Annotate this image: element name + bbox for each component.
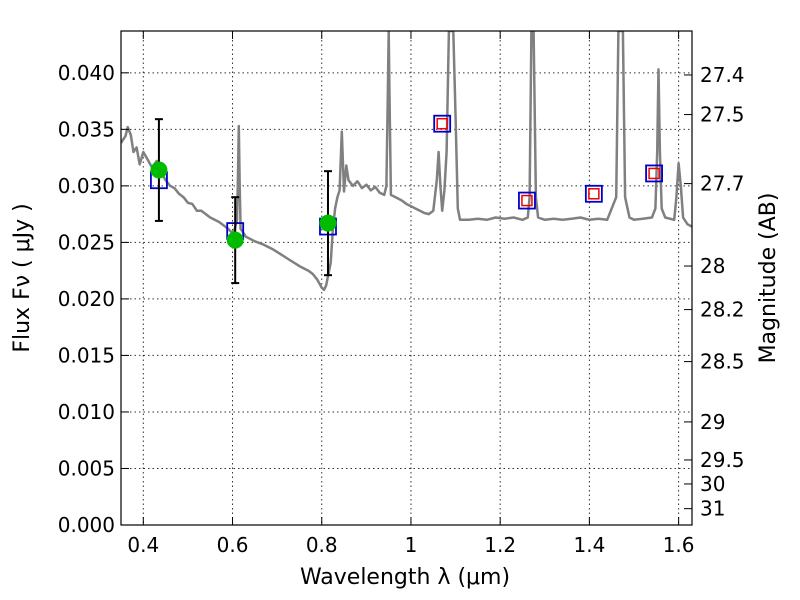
mag-tick-label: 28 bbox=[700, 254, 725, 278]
x-tick-label: 1.2 bbox=[484, 533, 516, 557]
model-photometry-inner bbox=[648, 167, 660, 180]
x-axis-label: Wavelength λ (μm) bbox=[300, 565, 510, 590]
y-tick-label: 0.020 bbox=[58, 287, 115, 311]
spectrum-line bbox=[121, 31, 692, 292]
y-tick-label: 0.025 bbox=[58, 230, 115, 254]
photometry-markers bbox=[150, 114, 663, 285]
observed-point bbox=[319, 214, 337, 232]
x-tick-label: 1 bbox=[405, 533, 418, 557]
model-photometry-box bbox=[518, 191, 536, 210]
model-photometry-inner bbox=[588, 188, 600, 200]
x-tick-label: 1.6 bbox=[663, 533, 695, 557]
y-tick-label: 0.030 bbox=[58, 174, 115, 198]
mag-tick-label: 28.5 bbox=[700, 350, 745, 374]
model-photometry-box bbox=[645, 164, 663, 183]
model-spectrum bbox=[121, 31, 692, 292]
y-axis-label: Flux Fν ( μJy ) bbox=[10, 203, 35, 352]
model-photometry-box bbox=[584, 184, 603, 203]
plot-frame bbox=[120, 30, 693, 526]
y-tick-label: 0.010 bbox=[58, 400, 115, 424]
y-tick-label: 0.035 bbox=[58, 117, 115, 141]
x-tick-label: 0.8 bbox=[306, 533, 338, 557]
mag-tick-label: 27.7 bbox=[700, 172, 745, 196]
axis-ticks: 0.4 0.6 0.8 1 1.2 1.4 1.6 0.000 0.005 0.010 0.015 0… bbox=[58, 31, 745, 557]
mag-tick-label: 30 bbox=[700, 472, 725, 496]
y-tick-label: 0.015 bbox=[58, 343, 115, 367]
y-tick-label: 0.005 bbox=[58, 456, 115, 480]
observed-point bbox=[150, 161, 168, 179]
model-photometry-inner bbox=[521, 194, 533, 207]
x-tick-label: 0.6 bbox=[217, 533, 249, 557]
mag-tick-label: 31 bbox=[700, 497, 725, 521]
mag-tick-label: 28.2 bbox=[700, 298, 745, 322]
mag-tick-label: 29 bbox=[700, 410, 725, 434]
mag-tick-label: 27.5 bbox=[700, 103, 745, 127]
observed-point bbox=[226, 231, 244, 249]
model-photometry-inner bbox=[436, 117, 448, 130]
model-photometry-box bbox=[433, 114, 452, 133]
y-tick-label: 0.000 bbox=[58, 513, 115, 537]
grid-lines bbox=[121, 31, 692, 525]
mag-tick-label: 27.4 bbox=[700, 63, 745, 87]
x-tick-label: 1.4 bbox=[573, 533, 605, 557]
y-tick-label: 0.040 bbox=[58, 61, 115, 85]
magnitude-axis-label: Magnitude (AB) bbox=[756, 193, 781, 364]
x-tick-label: 0.4 bbox=[127, 533, 159, 557]
mag-tick-label: 29.5 bbox=[700, 448, 745, 472]
